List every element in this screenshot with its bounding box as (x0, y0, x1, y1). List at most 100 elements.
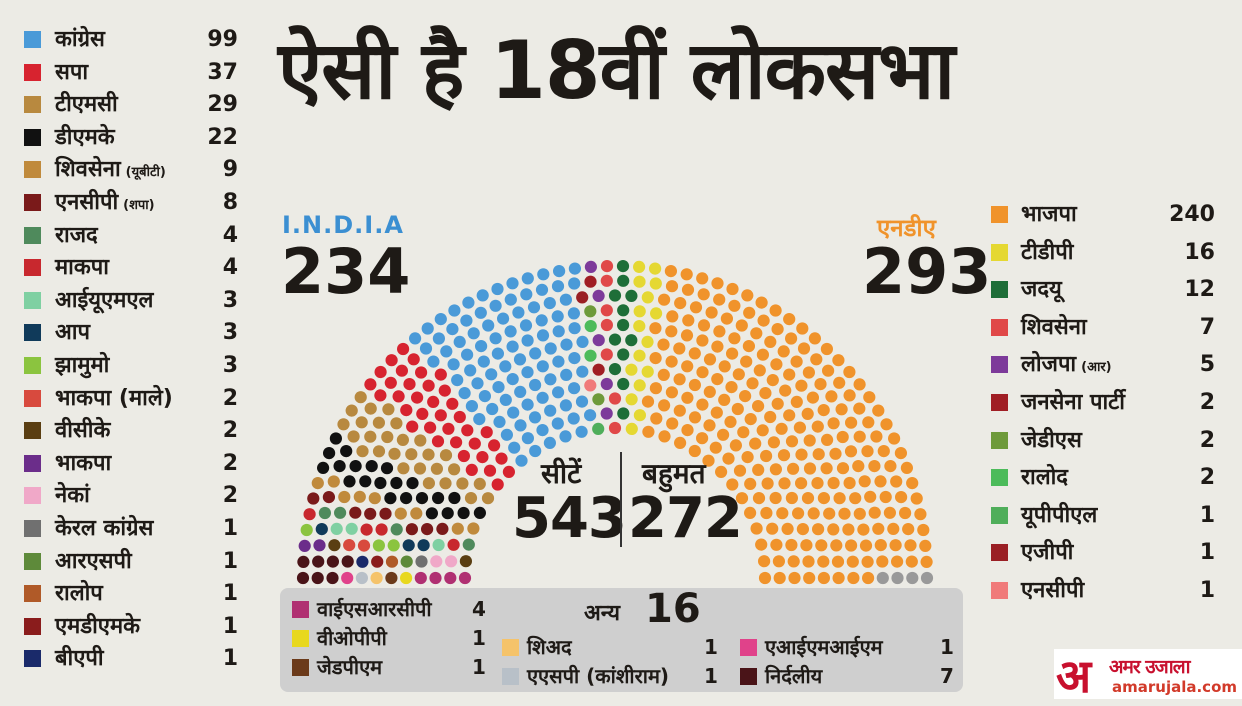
seat-dot (584, 260, 597, 273)
legend-party-name: निर्दलीय (765, 664, 823, 688)
seat-dot (658, 430, 671, 443)
seat-dot (349, 506, 362, 519)
seat-dot (560, 368, 573, 381)
seat-dot (354, 391, 367, 404)
seat-dot (341, 571, 354, 585)
seat-dot (766, 522, 779, 535)
legend-swatch (24, 356, 41, 374)
seat-dot (785, 435, 799, 448)
seat-dot (396, 433, 409, 446)
seat-dot (355, 571, 368, 585)
majority-label: बहुमत (642, 457, 706, 490)
seat-dot (405, 523, 418, 536)
seat-dot (833, 492, 846, 505)
seat-dot (742, 340, 755, 353)
seat-dot (535, 314, 548, 327)
seat-dot (471, 377, 484, 390)
seat-dot (845, 416, 858, 429)
others-item: निर्दलीय 7 (740, 663, 954, 689)
legend-party-name: कांग्रेस (55, 27, 105, 52)
seat-dot (481, 492, 495, 505)
legend-seat-count: 1 (704, 664, 718, 688)
seat-dot (439, 477, 452, 490)
seat-dot (442, 422, 455, 435)
seat-dot (810, 353, 823, 366)
seat-dot (641, 291, 654, 304)
seat-dot (917, 523, 930, 537)
seat-dot (853, 402, 866, 415)
seat-dot (390, 523, 403, 536)
seat-dot (347, 430, 360, 443)
seat-dot (726, 347, 739, 360)
seat-dot (876, 555, 889, 568)
seat-dot (410, 507, 423, 520)
seat-dot (536, 424, 549, 437)
legend-swatch (24, 96, 41, 114)
seat-dot (448, 491, 461, 505)
seat-dot (732, 368, 745, 381)
seat-dot (486, 402, 499, 416)
seat-dot (356, 555, 369, 568)
seat-dot (544, 404, 557, 417)
seat-dot (633, 260, 646, 273)
seat-dot (515, 454, 528, 467)
legend-swatch (292, 630, 309, 647)
seat-dot (406, 477, 419, 490)
seat-dot (328, 539, 341, 552)
seat-dot (372, 416, 385, 429)
seat-dot (568, 322, 581, 335)
legend-swatch (24, 324, 41, 342)
seat-dot (506, 373, 519, 386)
seat-dot (450, 436, 463, 449)
legend-swatch (24, 128, 41, 146)
seat-dot (464, 364, 477, 377)
seat-dot (757, 314, 770, 327)
seat-dot (402, 539, 415, 552)
legend-party-name: आप (55, 320, 90, 346)
seat-dot (803, 462, 817, 475)
legend-seat-count: 1 (940, 635, 954, 659)
seat-dot (327, 475, 340, 488)
seat-dot (374, 389, 387, 402)
seat-dot (372, 539, 385, 552)
seat-dot (413, 462, 427, 475)
legend-seat-count: 3 (222, 287, 238, 313)
seat-dot (576, 365, 589, 378)
seat-dot (795, 448, 808, 461)
seat-dot (861, 445, 874, 458)
seat-dot (718, 393, 731, 406)
seat-dot (489, 332, 502, 345)
seat-dot (905, 555, 918, 568)
seat-dot (836, 462, 850, 475)
seat-dot (859, 539, 873, 552)
legend-seat-count: 1 (1199, 540, 1215, 566)
seat-dot (600, 407, 613, 420)
seat-dot (326, 555, 339, 568)
seat-dot (817, 571, 831, 585)
seat-dot (883, 506, 897, 519)
legend-swatch (991, 544, 1008, 562)
seat-dot (568, 382, 581, 395)
seat-dot (657, 368, 670, 381)
seat-dot (641, 395, 655, 408)
seat-dot (495, 452, 508, 465)
seat-dot (371, 555, 384, 568)
seat-dot (467, 327, 480, 340)
seat-dot (665, 355, 678, 368)
seat-dot (457, 506, 470, 520)
seat-dot (584, 275, 597, 288)
seat-dot (728, 332, 741, 345)
seat-dot (381, 430, 394, 444)
legend-item: सपा 37 (0, 57, 260, 90)
seat-dot (777, 345, 790, 358)
seat-dot (529, 378, 542, 392)
seat-dot (493, 415, 506, 428)
seat-dot (625, 363, 638, 376)
seat-dot (642, 425, 655, 438)
seat-dot (843, 476, 856, 490)
seat-dot (553, 265, 566, 278)
seat-dot (317, 461, 330, 474)
seat-dot (592, 393, 605, 406)
seat-dot (868, 506, 881, 519)
legend-swatch (292, 601, 309, 618)
